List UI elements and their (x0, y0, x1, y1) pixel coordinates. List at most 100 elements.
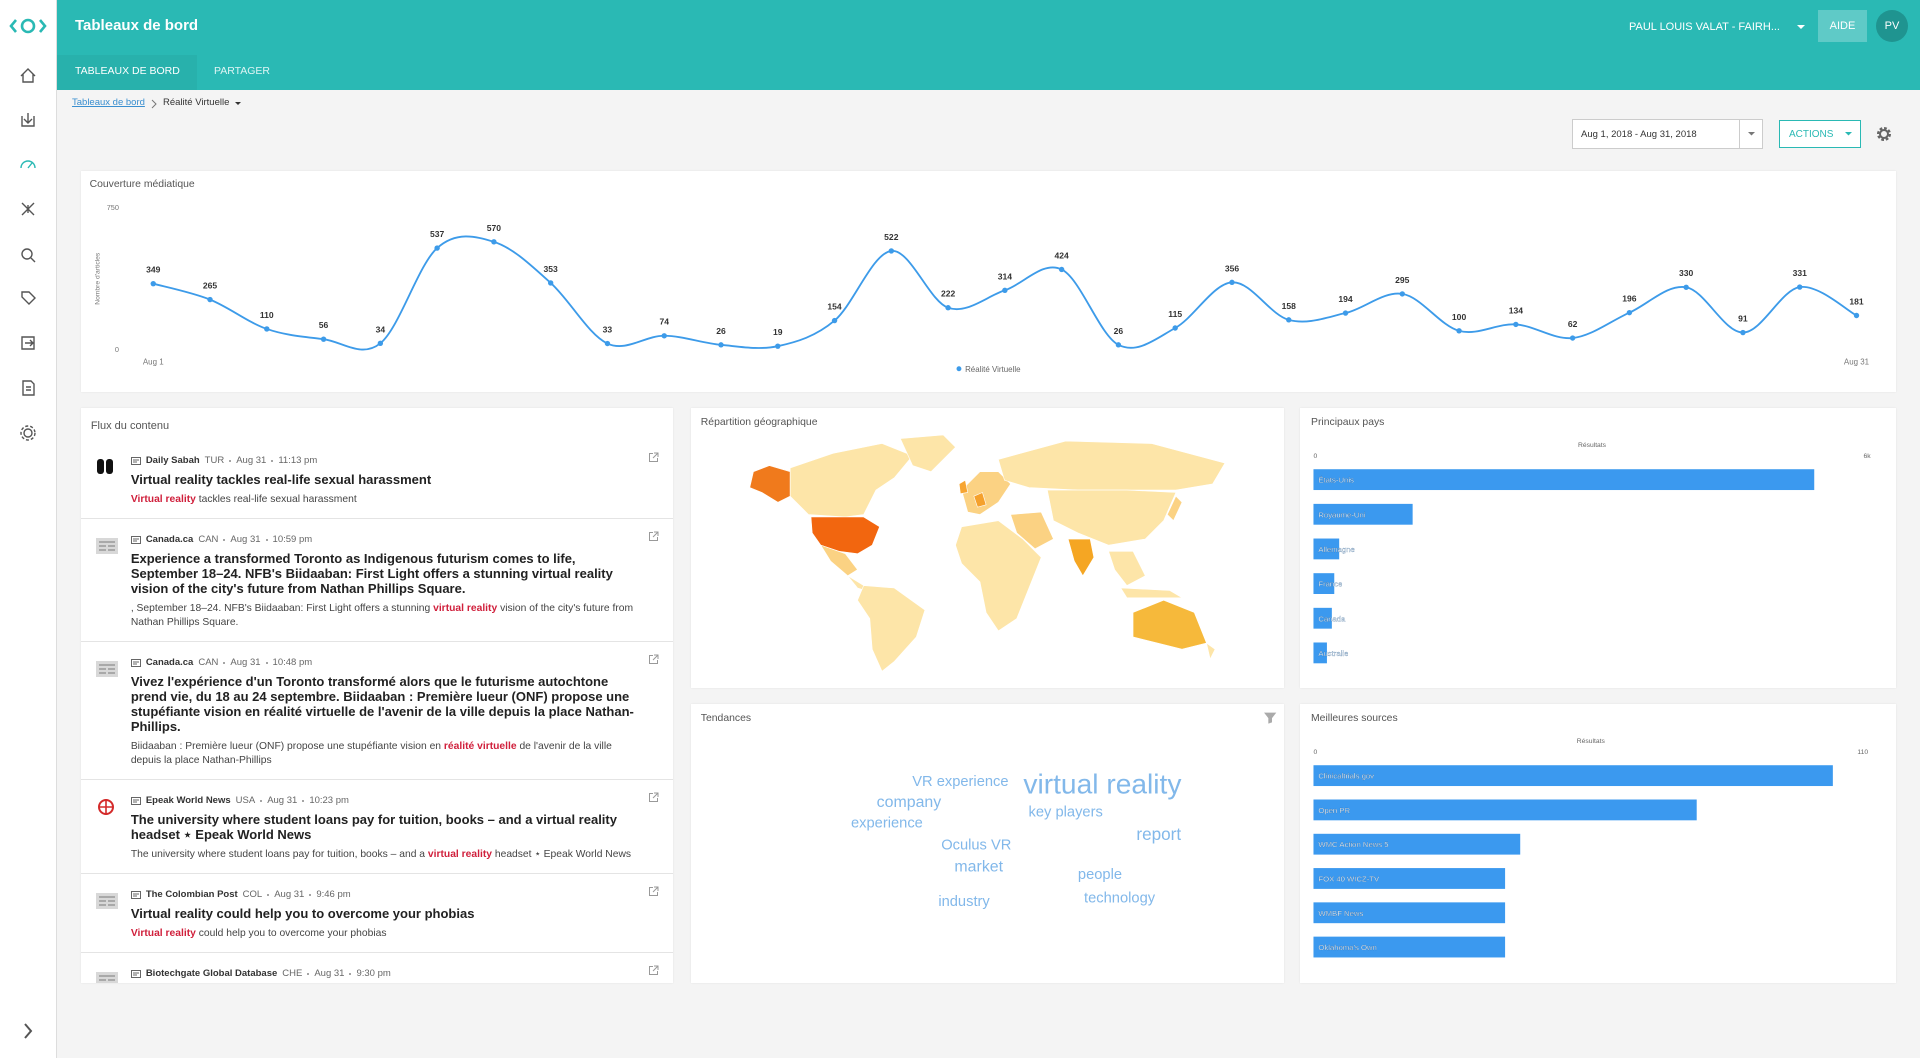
item-time: 10:23 pm (309, 795, 349, 807)
trend-word[interactable]: VR experience (912, 774, 1008, 790)
data-label: 26 (716, 326, 726, 336)
separator (229, 459, 232, 462)
separator (260, 799, 263, 802)
tab[interactable]: PARTAGER (214, 65, 271, 77)
actions-button[interactable]: ACTIONS (1779, 120, 1861, 148)
feed-item[interactable]: The Colombian Post COL Aug 31 9:46 pm Virtua… (80, 874, 674, 953)
data-point (661, 333, 667, 339)
item-time: 9:30 pm (356, 968, 391, 980)
data-point (1342, 310, 1349, 317)
filter-icon[interactable] (1263, 712, 1276, 724)
bar (1313, 799, 1698, 821)
tab[interactable]: TABLEAUX DE BORD (75, 65, 180, 77)
trend-word[interactable]: virtual reality (1023, 768, 1182, 799)
logo[interactable] (9, 18, 47, 34)
breadcrumb-current[interactable]: Réalité Virtuelle (163, 97, 230, 108)
date-range: Aug 1, 2018 - Aug 31, 2018 (1581, 129, 1697, 140)
item-body: The Colombian Post COL Aug 31 9:46 pm Virtua… (130, 888, 662, 941)
card-svg: Principaux pays Résultats 0 6k États-Unis Roy… (1311, 417, 1872, 664)
home-icon[interactable] (20, 68, 36, 83)
open-link-icon[interactable] (648, 886, 659, 897)
country-shape (789, 442, 913, 518)
item-source: Biotechgate Global Database (145, 968, 278, 980)
item-title[interactable]: Vivez l'expérience d'un Toronto transfor… (130, 673, 634, 734)
data-label: 26 (1113, 326, 1123, 336)
country-shape (749, 464, 791, 503)
report-icon[interactable] (22, 380, 35, 396)
item-title[interactable]: The university where student loans pay f… (130, 811, 617, 842)
icon-shape (649, 452, 659, 462)
icon-shape (649, 654, 659, 664)
item-date: Aug 31 (274, 889, 305, 901)
country-shape (958, 479, 968, 494)
chart-title: Couverture médiatique (89, 179, 194, 190)
x-axis-label: Résultats (1577, 738, 1606, 745)
bar (1313, 833, 1521, 855)
card-svg: Meilleures sources Résultats 0 110 Clinicalt… (1311, 713, 1869, 958)
user-menu[interactable]: PAUL LOUIS VALAT - FAIRH... (1629, 21, 1780, 33)
trend-word[interactable]: company (876, 794, 941, 811)
item-meta: Canada.ca CAN Aug 31 10:59 pm (130, 533, 642, 547)
data-label: 331 (1792, 268, 1807, 278)
newspaper-icon (130, 969, 141, 978)
data-point (1456, 328, 1462, 334)
item-title[interactable]: Virtual reality could help you to overco… (130, 905, 475, 921)
download-icon[interactable] (21, 113, 35, 127)
export-icon[interactable] (21, 336, 35, 350)
breadcrumb-link[interactable]: Tableaux de bord (72, 97, 145, 108)
country-shape (1009, 511, 1054, 549)
data-label: 295 (1395, 275, 1410, 285)
bar-chart-card: Principaux pays Résultats 0 6k États-Unis Roy… (1300, 407, 1896, 689)
open-link-icon[interactable] (648, 792, 659, 803)
data-label: 100 (1452, 312, 1467, 322)
trend-word[interactable]: report (1136, 824, 1181, 844)
sidebar-icons (9, 18, 47, 1039)
date-dropdown[interactable] (1739, 120, 1763, 148)
data-point (1683, 285, 1689, 291)
bar (1313, 468, 1815, 490)
open-link-icon[interactable] (648, 965, 659, 976)
open-link-icon[interactable] (648, 452, 659, 463)
settings-button[interactable] (1874, 124, 1894, 144)
source-logo (95, 660, 118, 677)
avatar[interactable]: PV (1876, 10, 1908, 42)
tag-icon[interactable] (21, 291, 36, 305)
search-icon[interactable] (21, 248, 33, 260)
trend-word[interactable]: technology (1084, 890, 1156, 906)
data-label: 353 (543, 264, 558, 274)
trend-word[interactable]: Oculus VR (941, 838, 1011, 854)
feed-card: Flux du contenu Daily Sabah TUR Aug 31 11:13… (80, 407, 674, 984)
network-icon[interactable] (21, 202, 35, 216)
trend-word[interactable]: market (954, 859, 1003, 876)
help-button[interactable]: AIDE (1818, 10, 1867, 42)
icon-shape (130, 456, 141, 465)
feed-item[interactable]: Canada.ca CAN Aug 31 10:48 pm Vivez l'expéri… (80, 642, 674, 780)
date-picker[interactable]: Aug 1, 2018 - Aug 31, 2018 (1572, 119, 1763, 149)
icon-slot (95, 967, 121, 984)
settings-icon[interactable] (23, 428, 33, 438)
country-shape (819, 544, 858, 576)
icon-shape (132, 893, 139, 897)
feed-item[interactable]: Daily Sabah TUR Aug 31 11:13 pm Virtual real… (80, 440, 674, 519)
dashboard-icon[interactable] (20, 160, 36, 169)
feed-item[interactable]: Canada.ca CAN Aug 31 10:59 pm Experience a t… (80, 519, 674, 642)
map-card: Répartition géographique (690, 407, 1285, 689)
separator (265, 538, 268, 541)
logo-shape (105, 458, 113, 474)
separator (267, 893, 270, 896)
country-shape (1119, 587, 1183, 598)
open-link-icon[interactable] (648, 531, 659, 542)
item-title[interactable]: Experience a transformed Toronto as Indi… (130, 550, 613, 596)
trend-word[interactable]: key players (1028, 805, 1102, 821)
newspaper-icon (130, 456, 141, 465)
feed-item[interactable]: Epeak World News USA Aug 31 10:23 pm The uni… (80, 780, 674, 874)
highlight: réalité virtuelle (443, 740, 517, 752)
feed-item[interactable]: Biotechgate Global Database CHE Aug 31 9:30… (81, 953, 674, 984)
trend-word[interactable]: experience (851, 816, 923, 832)
expand-icon[interactable] (24, 1023, 33, 1039)
item-title[interactable]: Virtual reality tackles real-life sexual… (130, 471, 432, 487)
open-link-icon[interactable] (648, 654, 659, 665)
bar-label: Canada (1319, 614, 1347, 623)
trend-word[interactable]: industry (938, 894, 990, 910)
trend-word[interactable]: people (1078, 867, 1122, 883)
